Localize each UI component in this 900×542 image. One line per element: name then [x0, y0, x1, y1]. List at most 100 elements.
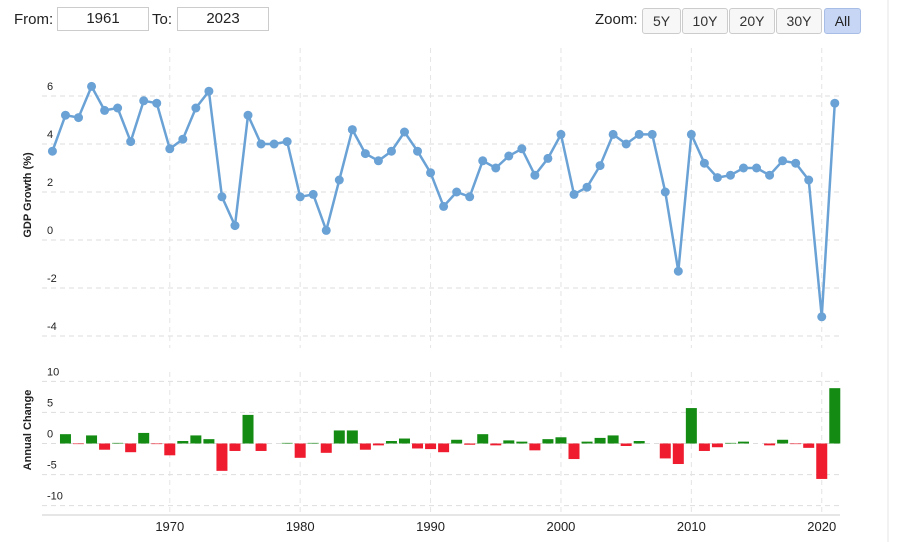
- bar: [711, 443, 723, 448]
- bar: [86, 435, 98, 444]
- to-input[interactable]: 2023: [177, 7, 269, 31]
- bar: [59, 434, 71, 444]
- bar: [138, 432, 150, 444]
- x-tick-label: 2000: [546, 519, 575, 534]
- data-point: [530, 170, 540, 180]
- bar: [281, 442, 293, 444]
- data-point: [725, 170, 735, 180]
- bar: [320, 443, 332, 453]
- to-label: To:: [152, 11, 173, 28]
- data-point: [74, 113, 84, 123]
- bar: [724, 442, 736, 444]
- data-point: [791, 158, 801, 168]
- data-point: [347, 125, 357, 135]
- data-point: [399, 127, 409, 137]
- data-point: [673, 266, 683, 276]
- bar: [151, 443, 163, 445]
- data-point: [608, 129, 618, 139]
- data-point: [765, 170, 775, 180]
- x-tick-label: 1970: [155, 519, 184, 534]
- zoom-label: Zoom:: [595, 11, 638, 28]
- data-point: [647, 129, 657, 139]
- bar: [542, 439, 554, 444]
- data-point: [830, 98, 840, 108]
- data-point: [439, 201, 449, 211]
- y-tick-label: 4: [47, 129, 53, 141]
- data-point: [243, 110, 253, 120]
- y-tick-label: 0: [47, 429, 53, 441]
- bar: [412, 443, 424, 449]
- data-point: [595, 161, 605, 171]
- zoom-button[interactable]: 10Y: [682, 8, 728, 34]
- bar: [451, 439, 463, 444]
- data-point: [804, 175, 814, 185]
- bar: [698, 443, 710, 451]
- bar: [477, 434, 489, 444]
- bar: [829, 388, 841, 444]
- bar: [385, 441, 397, 444]
- bar: [346, 430, 358, 444]
- data-point: [139, 96, 149, 106]
- x-tick-label: 1980: [286, 519, 315, 534]
- y-tick-label: -10: [47, 491, 63, 503]
- data-point: [739, 163, 749, 173]
- data-point: [321, 225, 331, 235]
- bar: [659, 443, 671, 459]
- data-point: [504, 151, 514, 161]
- zoom-button[interactable]: All: [824, 8, 861, 34]
- zoom-button[interactable]: 30Y: [776, 8, 822, 34]
- bar: [359, 443, 371, 450]
- bar: [685, 408, 697, 444]
- bar: [607, 435, 619, 444]
- data-point: [113, 103, 123, 113]
- bar: [294, 443, 306, 458]
- bar: [216, 443, 228, 471]
- data-point: [660, 187, 670, 197]
- x-tick-label: 2010: [677, 519, 706, 534]
- data-point: [295, 192, 305, 202]
- bar: [177, 441, 189, 444]
- bar: [438, 443, 450, 453]
- bar: [229, 443, 241, 451]
- y-tick-label: 0: [47, 225, 53, 237]
- data-point: [569, 189, 579, 199]
- data-point: [60, 110, 70, 120]
- y-tick-label: -2: [47, 273, 57, 285]
- data-point: [465, 192, 475, 202]
- data-point: [712, 173, 722, 183]
- data-point: [686, 129, 696, 139]
- bar: [398, 438, 410, 444]
- bar: [672, 443, 684, 465]
- bar: [816, 443, 828, 479]
- data-point: [491, 163, 501, 173]
- data-point: [413, 146, 423, 156]
- bar: [516, 441, 528, 444]
- bar: [425, 443, 437, 450]
- zoom-button[interactable]: 5Y: [642, 8, 681, 34]
- bar: [190, 435, 202, 444]
- from-input[interactable]: 1961: [57, 7, 149, 31]
- bar: [790, 443, 802, 445]
- data-point: [373, 156, 383, 166]
- bar: [372, 443, 384, 446]
- zoom-button[interactable]: 20Y: [729, 8, 775, 34]
- y-tick-label: -5: [47, 460, 57, 472]
- data-point: [778, 156, 788, 166]
- bar: [203, 439, 215, 444]
- bar: [255, 443, 267, 451]
- bar: [490, 443, 502, 446]
- data-point: [269, 139, 279, 149]
- data-point: [47, 146, 57, 156]
- y-axis-label: GDP Growth (%): [22, 152, 34, 238]
- data-point: [178, 134, 188, 144]
- bar: [581, 441, 593, 444]
- data-point: [543, 153, 553, 163]
- data-point: [282, 137, 292, 147]
- data-point: [152, 98, 162, 108]
- bar: [620, 443, 632, 446]
- bar: [594, 437, 606, 444]
- y-tick-label: 6: [47, 81, 53, 93]
- bar: [73, 443, 85, 445]
